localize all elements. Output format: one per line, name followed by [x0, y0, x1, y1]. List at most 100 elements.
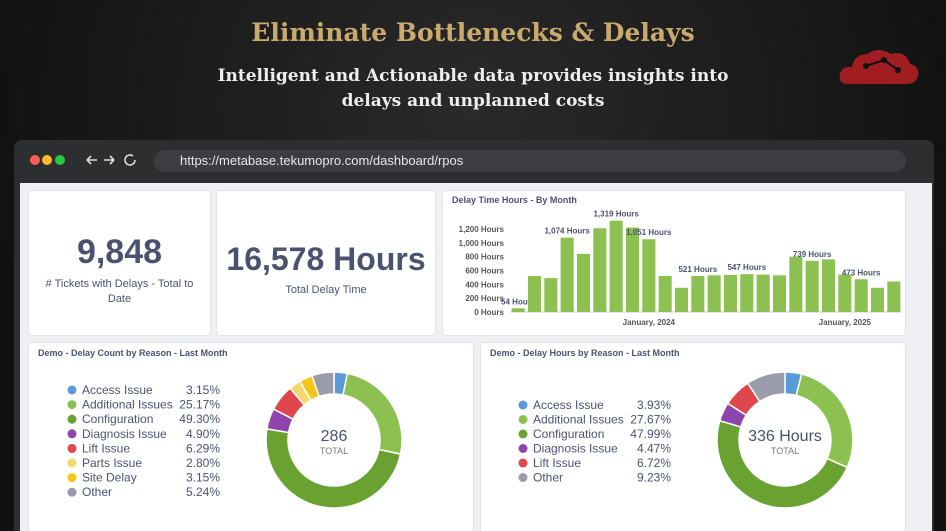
donut-total: 336 Hours — [748, 428, 822, 445]
legend-value: 3.93% — [637, 398, 671, 412]
donut-total: 286 — [321, 428, 348, 445]
legend-value: 6.72% — [637, 456, 671, 470]
legend-value: 47.99% — [630, 427, 671, 441]
legend-value: 9.23% — [637, 471, 671, 485]
legend-dot — [518, 458, 528, 468]
legend-dot — [67, 414, 77, 424]
y-tick-label: 200 Hours — [465, 294, 504, 303]
chart-title: Demo - Delay Hours by Reason - Last Mont… — [490, 348, 680, 358]
data-label: 473 Hours — [842, 268, 881, 277]
legend-value: 4.90% — [186, 427, 220, 441]
legend-label: Other — [82, 485, 112, 499]
donut-total-label: TOTAL — [320, 446, 348, 456]
bar — [870, 287, 885, 312]
data-label: 1,051 Hours — [626, 228, 672, 237]
data-label: 739 Hours — [793, 250, 832, 259]
bar — [576, 253, 591, 312]
kpi-value: 16,578 Hours — [226, 241, 426, 277]
kpi-value: 9,848 — [76, 233, 163, 271]
legend-label: Lift Issue — [533, 456, 581, 470]
legend-value: 5.24% — [186, 485, 220, 499]
legend-label: Lift Issue — [82, 441, 130, 455]
kpi-card: 16,578 Hours Total Delay Time — [216, 190, 436, 336]
legend-label: Additional Issues — [533, 413, 624, 427]
bar — [740, 274, 754, 312]
bar — [544, 278, 558, 312]
bar — [527, 276, 542, 312]
legend-label: Configuration — [533, 427, 604, 441]
address-bar[interactable]: https://metabase.tekumopro.com/dashboard… — [154, 150, 906, 172]
x-tick-label: January, 2024 — [623, 318, 676, 327]
legend-value: 3.15% — [186, 471, 220, 485]
x-tick-label: January, 2025 — [819, 318, 872, 327]
bar — [511, 308, 525, 312]
bar — [838, 274, 852, 312]
legend-dot — [518, 473, 528, 482]
donut-slice — [795, 373, 854, 469]
legend-dot — [67, 400, 77, 410]
dashboard: 9,848 # Tickets with Delays - Total to D… — [20, 183, 932, 531]
legend-label: Access Issue — [82, 383, 153, 397]
bar — [805, 260, 819, 312]
legend-label: Additional Issues — [82, 398, 173, 412]
kpi-label: Total Delay Time — [285, 284, 367, 296]
legend-label: Other — [533, 471, 563, 485]
data-label: 521 Hours — [678, 265, 717, 274]
bar — [707, 275, 721, 312]
kpi-label: # Tickets with Delays - Total to Date — [45, 278, 194, 305]
bar — [658, 276, 672, 312]
legend-dot — [67, 487, 77, 497]
legend-dot — [67, 385, 77, 395]
donut-total-label: TOTAL — [771, 446, 799, 456]
y-tick-label: 1,000 Hours — [459, 239, 505, 248]
y-tick-label: 800 Hours — [465, 253, 504, 262]
legend-dot — [67, 443, 77, 453]
legend-dot — [518, 400, 528, 410]
donut-slice — [265, 427, 402, 509]
bar — [593, 228, 607, 312]
legend-label: Configuration — [82, 412, 153, 426]
bar — [821, 259, 836, 312]
donut-slice — [716, 419, 849, 509]
slide-title: Eliminate Bottlenecks & Delays — [251, 18, 695, 47]
data-label: 547 Hours — [727, 263, 766, 272]
legend-label: Diagnosis Issue — [533, 442, 618, 456]
bar — [854, 279, 868, 312]
bar — [674, 287, 689, 312]
legend-label: Parts Issue — [82, 456, 142, 470]
donut-slice — [311, 371, 335, 398]
data-label: 54 Hours — [501, 297, 536, 306]
legend-value: 25.17% — [179, 398, 220, 412]
legend-value: 6.29% — [186, 441, 220, 455]
legend-label: Site Delay — [82, 471, 137, 485]
legend-value: 49.30% — [179, 412, 220, 426]
legend-value: 3.15% — [186, 383, 220, 397]
legend-dot — [518, 444, 528, 453]
bar — [772, 275, 787, 312]
kpi-card: 9,848 # Tickets with Delays - Total to D… — [28, 190, 211, 336]
donut-slice — [342, 372, 403, 455]
slide-subtitle: Intelligent and Actionable data provides… — [217, 66, 729, 111]
legend-dot — [67, 473, 77, 483]
legend-dot — [67, 429, 77, 439]
legend-value: 2.80% — [186, 456, 220, 470]
legend-dot — [518, 429, 528, 439]
y-tick-label: 1,200 Hours — [459, 225, 505, 234]
legend-value: 4.47% — [637, 442, 671, 456]
y-tick-label: 600 Hours — [465, 266, 504, 275]
y-tick-label: 400 Hours — [465, 280, 504, 289]
bar — [560, 237, 574, 312]
legend-dot — [518, 415, 528, 424]
bar — [642, 239, 656, 312]
bar — [609, 220, 623, 312]
data-label: 1,074 Hours — [544, 227, 590, 236]
logo — [839, 50, 919, 84]
bar — [691, 275, 705, 312]
bar — [756, 274, 770, 312]
bar — [723, 274, 738, 312]
bar — [789, 256, 803, 312]
data-label: 1,319 Hours — [593, 210, 639, 219]
bar — [887, 281, 901, 312]
